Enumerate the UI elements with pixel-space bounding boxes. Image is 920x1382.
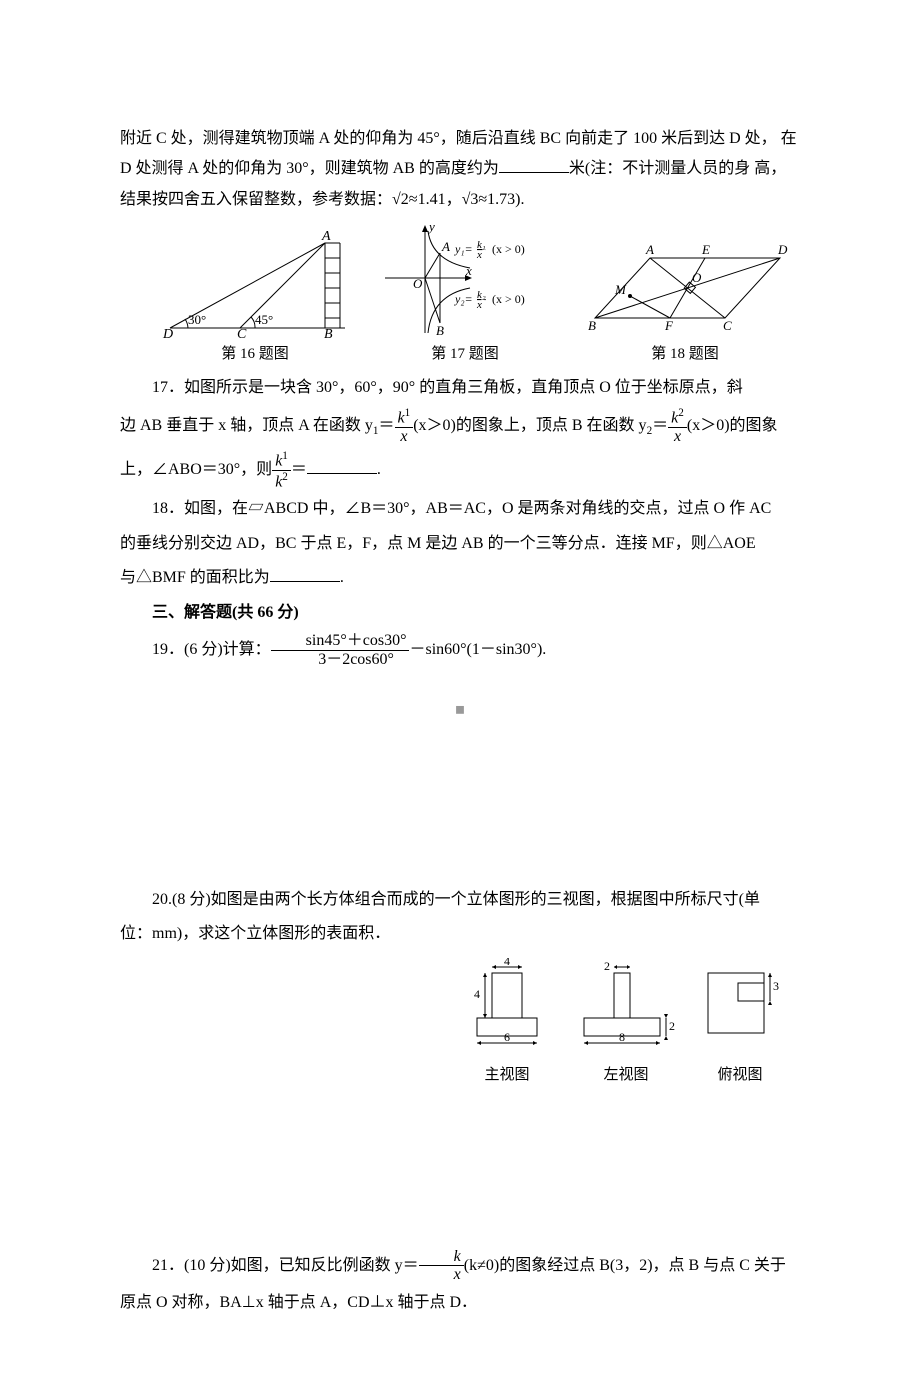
fig17-label-B: B bbox=[436, 323, 444, 338]
q17-p2c: . bbox=[377, 461, 381, 478]
figures-row: A B C D 30° 45° 第 16 题图 bbox=[160, 223, 800, 369]
main-view-4: 4 bbox=[504, 958, 510, 968]
main-view: 4 4 6 主视图 bbox=[462, 958, 552, 1090]
q21-para1: 21．(10 分)如图，已知反比例函数 y＝kx(k≠0)的图象经过点 B(3，… bbox=[120, 1248, 800, 1284]
figure-17-svg: y x O A B y₁= k₁ x (x > 0) y₂= k₂ x (x >… bbox=[380, 223, 550, 338]
q17-para1b: 边 AB 垂直于 x 轴，顶点 A 在函数 y1＝k1x(x＞0)的图象上，顶点… bbox=[120, 407, 800, 446]
fig17-cond1: (x > 0) bbox=[492, 242, 525, 256]
fig18-E: E bbox=[701, 242, 710, 257]
left-view: 2 8 2 左视图 bbox=[576, 958, 676, 1090]
left-view-caption: 左视图 bbox=[576, 1061, 676, 1090]
figure-18: A B C D E F M O 第 18 题图 bbox=[580, 238, 790, 369]
q17-p1a: 17．如图所示是一块含 30°，60°，90° 的直角三角板，直角顶点 O 位于… bbox=[152, 379, 743, 396]
figure-16-caption: 第 16 题图 bbox=[160, 340, 350, 369]
main-view-6: 6 bbox=[504, 1030, 510, 1044]
fig17-x2-label: x bbox=[476, 299, 482, 311]
frac-k1-k2: k1k2 bbox=[272, 450, 291, 491]
figure-17-caption: 第 17 题图 bbox=[380, 340, 550, 369]
q17-para1: 17．如图所示是一块含 30°，60°，90° 的直角三角板，直角顶点 O 位于… bbox=[120, 373, 800, 403]
figure-16: A B C D 30° 45° 第 16 题图 bbox=[160, 228, 350, 369]
q17-p2b: ＝ bbox=[291, 461, 307, 478]
fig16-label-C: C bbox=[237, 327, 247, 338]
q20-p2: 位：mm)，求这个立体图形的表面积． bbox=[120, 925, 390, 942]
fig17-label-y: y bbox=[427, 223, 435, 234]
q16-line2b: 米(注：不计测量人员的身 bbox=[569, 160, 750, 177]
fig17-y1-label: y₁= bbox=[454, 242, 473, 256]
section-3-title: 三、解答题(共 66 分) bbox=[120, 598, 800, 628]
q21-p1b: (k≠0)的图象经过点 B(3，2)，点 B 与点 C 关于 bbox=[464, 1256, 786, 1273]
q21-para2: 原点 O 对称，BA⊥x 轴于点 A，CD⊥x 轴于点 D． bbox=[120, 1288, 800, 1318]
fig18-O: O bbox=[692, 270, 702, 285]
q17-para2: 上，∠ABO＝30°，则k1k2＝. bbox=[120, 450, 800, 491]
q19-frac: sin45°＋cos30°3－2cos60° bbox=[271, 632, 410, 668]
q18-para1: 18．如图，在▱ABCD 中，∠B＝30°，AB＝AC，O 是两条对角线的交点，… bbox=[120, 494, 800, 524]
q17-blank bbox=[307, 457, 377, 474]
fig17-label-O: O bbox=[413, 276, 423, 291]
main-view-svg: 4 4 6 bbox=[462, 958, 552, 1048]
top-view-3: 3 bbox=[773, 979, 779, 993]
spacer-2 bbox=[120, 1094, 800, 1244]
fig16-label-A: A bbox=[321, 229, 331, 244]
page: 附近 C 处，测得建筑物顶端 A 处的仰角为 45°，随后沿直线 BC 向前走了… bbox=[0, 0, 920, 1382]
left-view-2: 2 bbox=[604, 959, 610, 973]
fig17-y2-label: y₂= bbox=[454, 292, 473, 306]
center-dot: ◼ bbox=[120, 698, 800, 721]
q20-para2: 位：mm)，求这个立体图形的表面积． bbox=[120, 919, 800, 949]
top-view-caption: 俯视图 bbox=[700, 1061, 780, 1090]
q16-para: 附近 C 处，测得建筑物顶端 A 处的仰角为 45°，随后沿直线 BC 向前走了… bbox=[120, 124, 800, 215]
frac-k2-x: k2x bbox=[668, 407, 687, 446]
fig17-cond2: (x > 0) bbox=[492, 292, 525, 306]
figure-18-caption: 第 18 题图 bbox=[580, 340, 790, 369]
q17-p1c: (x＞0)的图象上，顶点 B 在函数 y bbox=[413, 417, 646, 434]
fig17-x1-label: x bbox=[476, 249, 482, 261]
top-view: 3 俯视图 bbox=[700, 958, 780, 1090]
spacer-1 bbox=[120, 751, 800, 881]
q18-p1c: 与△BMF 的面积比为 bbox=[120, 569, 270, 586]
q18-para3: 与△BMF 的面积比为. bbox=[120, 563, 800, 593]
fig18-A: A bbox=[645, 242, 654, 257]
left-view-2b: 2 bbox=[669, 1019, 675, 1033]
q17-p2a: 上，∠ABO＝30°，则 bbox=[120, 461, 272, 478]
q20-p1: 20.(8 分)如图是由两个长方体组合而成的一个立体图形的三视图，根据图中所标尺… bbox=[152, 891, 760, 908]
q19-label: 19．(6 分)计算： bbox=[152, 641, 271, 658]
q16-line1: 附近 C 处，测得建筑物顶端 A 处的仰角为 45°，随后沿直线 BC 向前走了… bbox=[120, 130, 777, 147]
q17-p1b: 边 AB 垂直于 x 轴，顶点 A 在函数 y bbox=[120, 417, 373, 434]
fig17-label-A: A bbox=[441, 239, 450, 254]
fig18-C: C bbox=[723, 318, 732, 333]
q18-p1d: . bbox=[340, 569, 344, 586]
left-view-8: 8 bbox=[619, 1030, 625, 1044]
fig18-F: F bbox=[664, 318, 674, 333]
figure-18-svg: A B C D E F M O bbox=[580, 238, 790, 338]
main-view-4b: 4 bbox=[474, 987, 480, 1001]
fig18-B: B bbox=[588, 318, 596, 333]
q17-p1d: (x＞0)的图象 bbox=[687, 417, 778, 434]
fig16-label-D: D bbox=[162, 327, 173, 338]
q19-rest: －sin60°(1－sin30°). bbox=[409, 641, 546, 658]
fig18-M: M bbox=[614, 282, 627, 297]
q21-p1a: 21．(10 分)如图，已知反比例函数 y＝ bbox=[152, 1256, 419, 1273]
q21-frac: kx bbox=[419, 1248, 464, 1284]
q18-p1a: 18．如图，在▱ABCD 中，∠B＝30°，AB＝AC，O 是两条对角线的交点，… bbox=[152, 500, 771, 517]
q18-blank bbox=[270, 565, 340, 582]
fig18-D: D bbox=[777, 242, 788, 257]
fig16-label-30: 30° bbox=[188, 312, 206, 327]
main-view-caption: 主视图 bbox=[462, 1061, 552, 1090]
q18-p1b: 的垂线分别交边 AD，BC 于点 E，F，点 M 是边 AB 的一个三等分点．连… bbox=[120, 535, 756, 552]
q21-p2: 原点 O 对称，BA⊥x 轴于点 A，CD⊥x 轴于点 D． bbox=[120, 1294, 477, 1311]
left-view-svg: 2 8 2 bbox=[576, 958, 676, 1048]
q20-para1: 20.(8 分)如图是由两个长方体组合而成的一个立体图形的三视图，根据图中所标尺… bbox=[120, 885, 800, 915]
q19-para: 19．(6 分)计算：sin45°＋cos30°3－2cos60°－sin60°… bbox=[120, 632, 800, 668]
figure-16-svg: A B C D 30° 45° bbox=[160, 228, 350, 338]
views-row: 4 4 6 主视图 bbox=[120, 958, 800, 1090]
fig16-label-B: B bbox=[324, 327, 333, 338]
fig17-label-x: x bbox=[465, 263, 472, 278]
fig16-label-45: 45° bbox=[255, 312, 273, 327]
q16-blank bbox=[499, 156, 569, 173]
figure-17: y x O A B y₁= k₁ x (x > 0) y₂= k₂ x (x >… bbox=[380, 223, 550, 369]
frac-k1-x: k1x bbox=[395, 407, 414, 446]
q18-para2: 的垂线分别交边 AD，BC 于点 E，F，点 M 是边 AB 的一个三等分点．连… bbox=[120, 529, 800, 559]
top-view-svg: 3 bbox=[700, 958, 780, 1048]
